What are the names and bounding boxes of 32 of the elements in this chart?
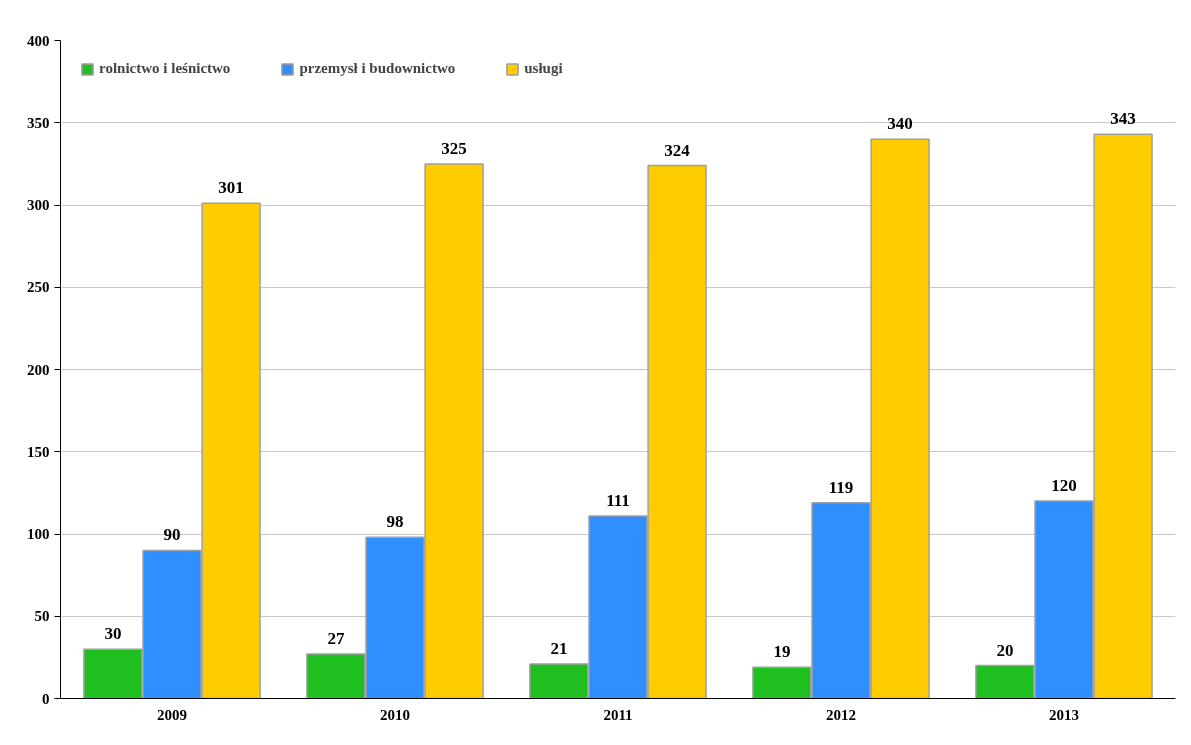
- data-label: 19: [773, 642, 791, 662]
- x-tick-label: 2012: [826, 706, 856, 723]
- y-tick-label: 350: [27, 114, 50, 131]
- data-label: 21: [550, 638, 568, 658]
- legend-label: usługi: [524, 60, 563, 77]
- data-label: 90: [163, 525, 181, 545]
- legend-label: rolnictwo i leśnictwo: [99, 60, 231, 77]
- data-label: 343: [1110, 109, 1136, 129]
- legend-label: przemysł i budownictwo: [299, 60, 456, 77]
- data-label: 324: [664, 140, 691, 160]
- data-label: 20: [996, 640, 1014, 660]
- y-tick-label: 50: [34, 608, 50, 625]
- data-label: 30: [104, 624, 122, 644]
- data-label: 27: [327, 629, 345, 649]
- data-label: 119: [828, 477, 854, 497]
- x-tick-label: 2013: [1049, 706, 1079, 723]
- y-tick-label: 200: [27, 361, 50, 378]
- x-tick-label: 2011: [603, 706, 633, 723]
- data-label: 325: [441, 138, 467, 158]
- y-tick-label: 0: [42, 690, 50, 707]
- y-tick-label: 100: [27, 526, 50, 542]
- x-tick-label: 2010: [380, 706, 410, 723]
- y-tick-label: 300: [27, 197, 50, 213]
- data-label: 301: [218, 178, 244, 198]
- y-tick-label: 400: [27, 32, 50, 49]
- data-label: 120: [1051, 476, 1077, 496]
- y-tick-label: 250: [27, 279, 50, 296]
- y-tick-label: 150: [27, 443, 50, 460]
- data-label: 98: [386, 512, 404, 532]
- data-label: 111: [606, 490, 630, 510]
- data-label: 340: [887, 114, 913, 134]
- x-tick-label: 2009: [157, 706, 187, 723]
